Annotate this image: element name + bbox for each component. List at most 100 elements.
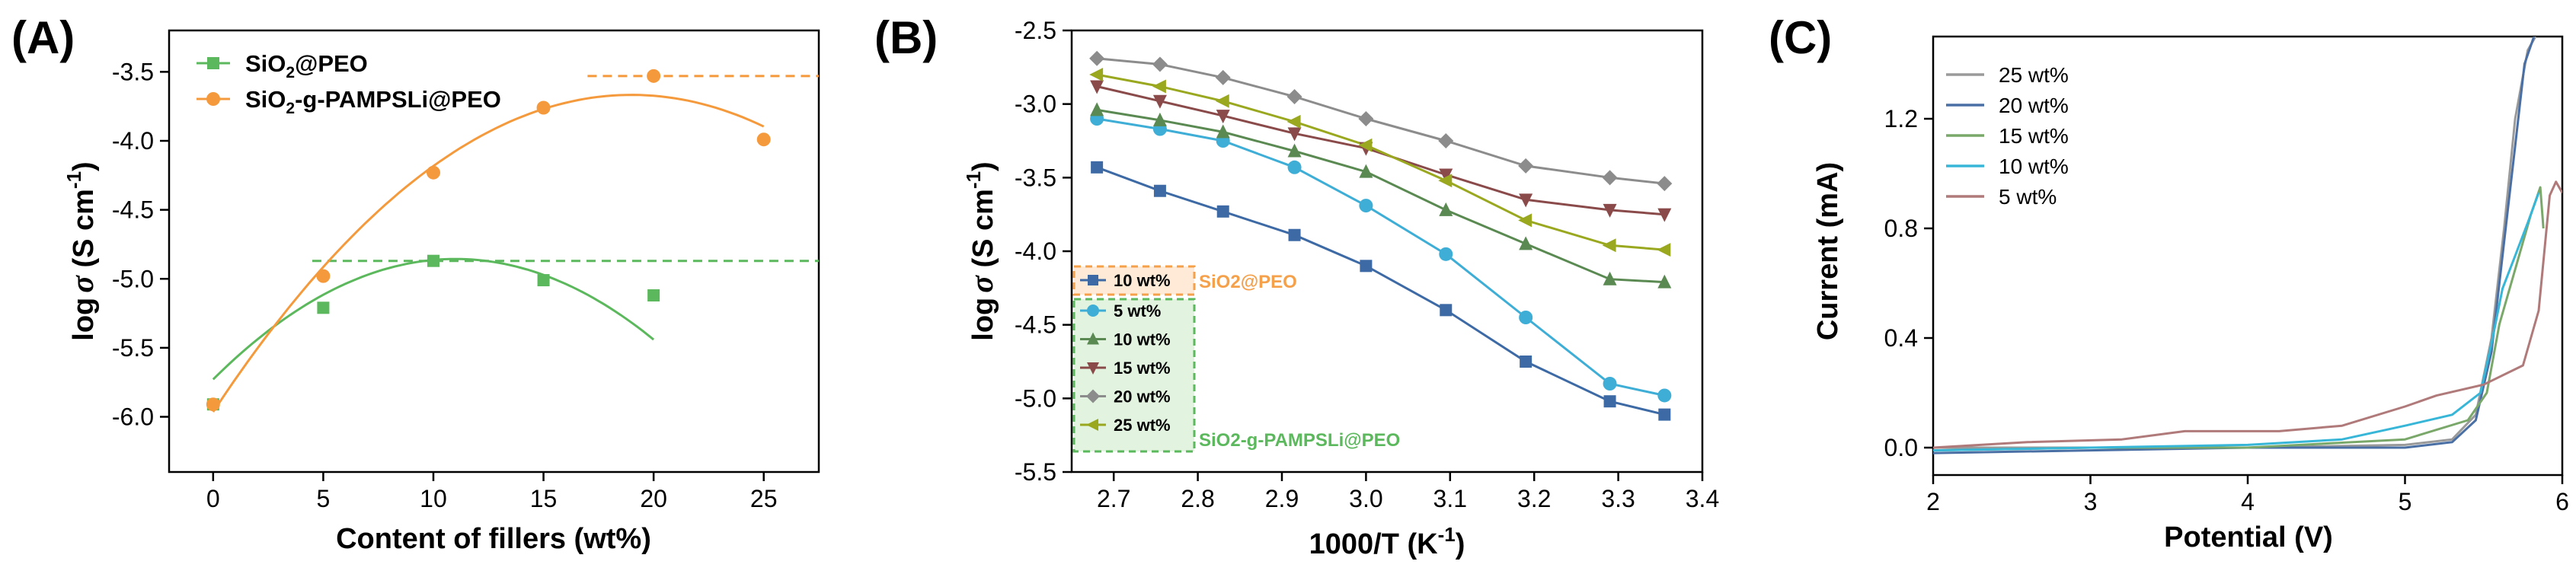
panel-a-y-tick-label: -5.5 bbox=[112, 334, 154, 362]
data-point-series-2 bbox=[1090, 102, 1104, 116]
legend-label-0: 10 wt% bbox=[1114, 271, 1171, 290]
current-curve-3 bbox=[1933, 192, 2540, 452]
panel-a-y-tick-label: -4.5 bbox=[112, 196, 154, 224]
data-point-sio2-g-pampsli-peo bbox=[536, 100, 551, 115]
data-point-series-2 bbox=[1519, 236, 1533, 250]
data-point-series-3 bbox=[1657, 208, 1672, 222]
data-point-series-0 bbox=[1603, 395, 1616, 408]
data-point-series-0 bbox=[1440, 304, 1453, 317]
data-point-sio2-g-pampsli-peo bbox=[316, 269, 331, 283]
panel-a-x-tick-label: 20 bbox=[640, 485, 667, 512]
legend-sio2-peo-marker bbox=[207, 57, 219, 69]
series-line-4 bbox=[1096, 57, 1665, 185]
panel-a-fit-curves bbox=[212, 94, 765, 413]
data-point-sio2-g-pampsli-peo bbox=[647, 69, 661, 83]
panel-b-points bbox=[1089, 50, 1673, 421]
data-point-series-2 bbox=[1439, 202, 1453, 216]
legend-label-c-2: 15 wt% bbox=[1999, 124, 2069, 148]
data-point-series-1 bbox=[1439, 247, 1453, 261]
legend-label-c-1: 20 wt% bbox=[1999, 94, 2069, 117]
panel-a-y-tick-label: -4.0 bbox=[112, 127, 154, 155]
legend-marker-3 bbox=[1087, 362, 1099, 375]
panel-b: (B) 2.7 2.8 2.9 3.0 3.1 3.2 3.3 3.4 -5.5 -5.0 -4.… bbox=[874, 12, 1719, 560]
legend-sio2-peo-label: SiO2@PEO bbox=[245, 50, 368, 81]
panel-c-x-ticks: 2 3 4 5 6 bbox=[1926, 475, 2569, 515]
panel-b-x-tick-label: 2.8 bbox=[1181, 485, 1214, 512]
panel-a-y-axis-label: logσ (S cm-1) bbox=[62, 161, 101, 340]
panel-a-x-ticks: 0 5 10 15 20 25 bbox=[206, 472, 778, 512]
panel-c-label: (C) bbox=[1769, 12, 1832, 63]
legend-marker-0 bbox=[1088, 275, 1098, 285]
panel-a-points bbox=[206, 69, 771, 412]
panel-a-y-tick-label: -6.0 bbox=[112, 403, 154, 431]
data-point-series-5 bbox=[1657, 243, 1671, 257]
legend-marker-1 bbox=[1087, 305, 1099, 317]
data-point-series-4 bbox=[1518, 158, 1534, 174]
legend-sio2-g-pampsli-label: SiO2-g-PAMPSLi@PEO bbox=[245, 86, 501, 117]
panel-b-x-tick-label: 2.9 bbox=[1265, 485, 1299, 512]
panel-b-x-tick-label: 3.0 bbox=[1349, 485, 1382, 512]
legend-label-4: 20 wt% bbox=[1114, 387, 1171, 407]
data-point-series-0 bbox=[1216, 205, 1229, 218]
data-point-sio2-g-pampsli-peo bbox=[206, 397, 220, 412]
data-point-series-2 bbox=[1216, 124, 1230, 139]
data-point-series-0 bbox=[1091, 161, 1104, 174]
panel-b-y-tick-label: -5.0 bbox=[1015, 384, 1056, 412]
legend-label-5: 25 wt% bbox=[1114, 416, 1171, 435]
data-point-series-1 bbox=[1603, 377, 1617, 391]
data-point-series-0 bbox=[1658, 408, 1671, 421]
data-point-sio2-g-pampsli-peo bbox=[756, 132, 771, 147]
panel-a-x-axis-label: Content of fillers (wt%) bbox=[336, 523, 651, 555]
data-point-series-1 bbox=[1657, 388, 1672, 403]
data-point-series-2 bbox=[1152, 112, 1167, 126]
data-point-series-4 bbox=[1286, 89, 1302, 104]
legend-label-c-0: 25 wt% bbox=[1999, 63, 2069, 87]
data-point-series-0 bbox=[1520, 356, 1532, 368]
panel-b-label: (B) bbox=[874, 12, 938, 63]
panel-b-legend-items: 10 wt% 5 wt% 10 wt% 15 wt% 20 wt% 25 wt% bbox=[1080, 271, 1171, 435]
series-line-5 bbox=[1096, 73, 1665, 251]
panel-c-x-tick-label: 5 bbox=[2399, 488, 2412, 515]
data-point-series-3 bbox=[1216, 110, 1230, 124]
panel-c-legend: 25 wt% 20 wt% 15 wt% 10 wt% 5 wt% bbox=[1946, 63, 2069, 209]
data-point-series-5 bbox=[1089, 68, 1104, 81]
panel-b-y-tick-label: -3.5 bbox=[1015, 164, 1056, 191]
legend-group-label-sio2-peo: SiO2@PEO bbox=[1199, 272, 1297, 292]
panel-a-y-tick-label: -5.0 bbox=[112, 265, 154, 292]
panel-c-y-tick-label: 0.4 bbox=[1884, 324, 1918, 352]
data-point-series-4 bbox=[1358, 111, 1374, 126]
panel-b-y-tick-label: -4.5 bbox=[1015, 311, 1056, 339]
panel-b-y-tick-label: -5.5 bbox=[1015, 458, 1056, 486]
panel-c-y-ticks: 0.0 0.4 0.8 1.2 bbox=[1884, 105, 1933, 461]
panel-b-x-axis-label: 1000/T (K-1) bbox=[1309, 523, 1465, 560]
data-point-series-5 bbox=[1286, 114, 1301, 129]
panel-a-y-tick-label: -3.5 bbox=[112, 58, 154, 85]
panel-b-x-tick-label: 3.3 bbox=[1601, 485, 1635, 512]
data-point-series-3 bbox=[1152, 94, 1167, 109]
data-point-series-4 bbox=[1089, 50, 1105, 66]
data-point-series-1 bbox=[1287, 160, 1302, 174]
panel-c-y-tick-label: 0.0 bbox=[1884, 434, 1918, 461]
legend-label-2: 10 wt% bbox=[1114, 330, 1171, 349]
data-point-series-4 bbox=[1602, 170, 1618, 186]
data-point-series-5 bbox=[1152, 79, 1166, 94]
data-point-sio2-peo bbox=[537, 274, 550, 287]
panel-a-x-tick-label: 10 bbox=[420, 485, 447, 512]
data-point-series-2 bbox=[1359, 164, 1373, 178]
legend-label-c-3: 10 wt% bbox=[1999, 155, 2069, 178]
panel-c-x-tick-label: 3 bbox=[2084, 488, 2098, 515]
data-point-series-3 bbox=[1090, 80, 1104, 94]
panel-b-x-tick-label: 3.2 bbox=[1517, 485, 1551, 512]
panel-b-y-tick-label: -3.0 bbox=[1015, 91, 1056, 118]
data-point-series-5 bbox=[1602, 238, 1616, 253]
panel-a-frame bbox=[168, 29, 820, 474]
data-point-series-3 bbox=[1287, 127, 1302, 142]
panel-a-y-ticks: -6.0 -5.5 -5.0 -4.5 -4.0 -3.5 bbox=[112, 58, 169, 431]
panel-c-y-axis-label: Current (mA) bbox=[1812, 162, 1844, 340]
panel-b-y-tick-label: -4.0 bbox=[1015, 238, 1056, 265]
current-curve-4 bbox=[1933, 180, 2562, 449]
data-point-series-5 bbox=[1358, 138, 1373, 152]
data-point-series-0 bbox=[1360, 260, 1373, 273]
series-line-3 bbox=[1096, 85, 1665, 216]
